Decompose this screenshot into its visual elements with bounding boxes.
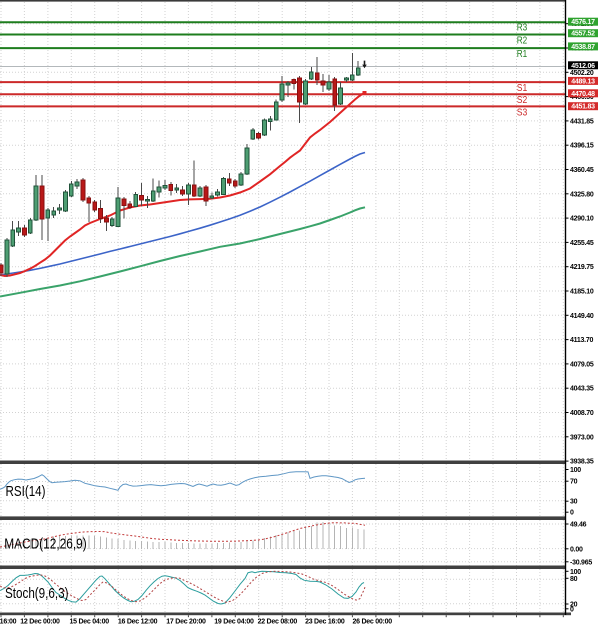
svg-text:12 Dec 00:00: 12 Dec 00:00 [20,619,60,626]
svg-text:4113.70: 4113.70 [570,337,594,344]
svg-text:4360.45: 4360.45 [570,167,594,174]
svg-text:26 Dec 00:00: 26 Dec 00:00 [352,619,392,626]
svg-text:20: 20 [570,602,578,609]
svg-text:19 Dec 04:00: 19 Dec 04:00 [214,619,254,626]
svg-text:16 Dec 12:00: 16 Dec 12:00 [118,619,158,626]
svg-text:4451.83: 4451.83 [571,104,595,111]
svg-text:R1: R1 [517,48,528,60]
svg-text:MACD(12,26,9): MACD(12,26,9) [4,536,87,553]
svg-text:0: 0 [570,510,574,517]
svg-text:17 Dec 20:00: 17 Dec 20:00 [166,619,206,626]
svg-text:S1: S1 [517,82,528,94]
svg-text:4149.40: 4149.40 [570,313,594,320]
svg-text:80: 80 [570,576,578,583]
svg-text:4043.35: 4043.35 [570,386,594,393]
svg-text:S2: S2 [517,94,528,106]
svg-text:3973.00: 3973.00 [570,434,594,441]
svg-text:4290.10: 4290.10 [570,216,594,223]
svg-text:4576.17: 4576.17 [571,19,595,26]
svg-text:4466.50: 4466.50 [570,94,594,101]
svg-text:4219.75: 4219.75 [570,264,594,271]
svg-text:4255.45: 4255.45 [570,240,594,247]
svg-text:R2: R2 [517,34,528,46]
svg-text:22 Dec 08:00: 22 Dec 08:00 [258,619,298,626]
svg-text:16:00: 16:00 [0,619,17,626]
svg-text:0.00: 0.00 [570,546,583,553]
svg-text:4557.52: 4557.52 [571,31,595,38]
svg-text:4185.10: 4185.10 [570,289,594,296]
svg-text:49.46: 49.46 [570,522,587,529]
svg-text:R3: R3 [517,21,528,33]
svg-text:4431.85: 4431.85 [570,118,594,125]
svg-text:Stoch(9,6,3): Stoch(9,6,3) [5,585,69,602]
svg-text:4470.48: 4470.48 [571,91,595,98]
svg-text:S3: S3 [517,106,528,118]
svg-text:3938.35: 3938.35 [570,459,594,466]
svg-text:-30.965: -30.965 [570,559,592,566]
svg-text:4325.80: 4325.80 [570,191,594,198]
svg-text:4512.06: 4512.06 [571,63,595,70]
svg-text:4489.13: 4489.13 [571,78,595,85]
svg-text:4079.05: 4079.05 [570,361,594,368]
svg-text:RSI(14): RSI(14) [6,483,46,500]
svg-text:4396.15: 4396.15 [570,143,594,150]
svg-text:23 Dec 16:00: 23 Dec 16:00 [305,619,345,626]
svg-text:0: 0 [570,606,574,613]
svg-text:15 Dec 04:00: 15 Dec 04:00 [69,619,109,626]
svg-text:70: 70 [570,479,578,486]
svg-text:4538.87: 4538.87 [571,44,595,51]
svg-text:30: 30 [570,499,578,506]
svg-text:4008.70: 4008.70 [570,410,594,417]
svg-text:100: 100 [570,569,581,576]
svg-text:100: 100 [570,467,581,474]
svg-text:4502.20: 4502.20 [570,70,594,77]
